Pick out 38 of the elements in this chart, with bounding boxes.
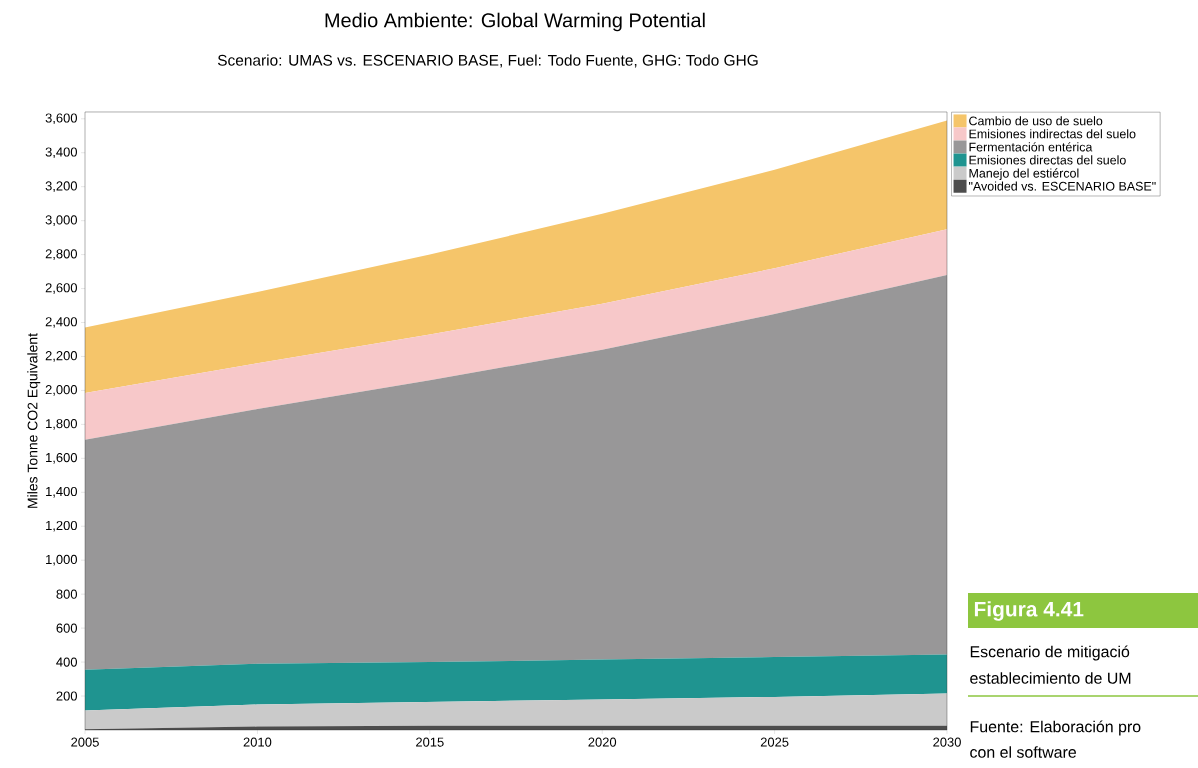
y-tick-label: 600 (56, 623, 77, 633)
legend-label: Emisiones indirectas del suelo (969, 129, 1136, 139)
x-tick-label: 2025 (760, 737, 789, 747)
y-tick-label: 2,600 (45, 283, 77, 294)
text: Escenario de mitigació (970, 645, 1130, 661)
chart-subtitle: Scenario: UMAS vs. ESCENARIO BASE, Fuel: Todo Fuente, GHG: Todo GHG (217, 54, 758, 68)
source-note: Fuente: Elaboración pro (970, 720, 1141, 736)
x-tick-label: 2005 (71, 737, 99, 747)
y-tick-label: 2,400 (45, 317, 77, 328)
y-tick-label: 1,200 (46, 520, 77, 532)
y-tick-label: 3,600 (45, 113, 77, 125)
y-tick-label: 3,000 (45, 215, 77, 226)
y-tick-label: 1,400 (46, 486, 77, 498)
y-tick-label: 1,800 (46, 419, 77, 430)
chart-title: Medio Ambiente: Global Warming Potential (325, 12, 705, 32)
legend-label: "Avoided vs. ESCENARIO BASE" (969, 181, 1156, 191)
text: establecimiento de UM (970, 672, 1131, 684)
text: Figura 4.41 (974, 601, 1084, 621)
y-tick-label: 1,000 (46, 554, 77, 566)
y-tick-label: 2,800 (45, 249, 77, 260)
y-tick-label: 3,200 (45, 181, 77, 193)
y-axis-title: Miles Tonne CO2 Equivalent (27, 333, 41, 508)
y-tick-label: 2,200 (45, 351, 77, 362)
y-tick-label: 3,400 (45, 147, 77, 159)
x-tick-label: 2015 (416, 737, 444, 747)
x-tick-label: 2020 (588, 737, 617, 747)
y-tick-label: 800 (56, 589, 77, 599)
x-tick-label: 2010 (243, 737, 272, 747)
y-tick-label: 1,600 (46, 452, 77, 464)
y-tick-label: 400 (56, 657, 77, 667)
legend-label: Manejo del estiércol (969, 168, 1079, 181)
text: con el software (970, 746, 1076, 758)
legend-label: Cambio de uso de suelo (969, 116, 1103, 126)
y-tick-label: 2,000 (45, 385, 77, 396)
y-tick-label: 200 (56, 691, 77, 701)
legend-label: Emisiones directas del suelo (969, 155, 1126, 165)
legend-label: Fermentación entérica (969, 142, 1093, 152)
x-tick-label: 2030 (933, 737, 961, 747)
